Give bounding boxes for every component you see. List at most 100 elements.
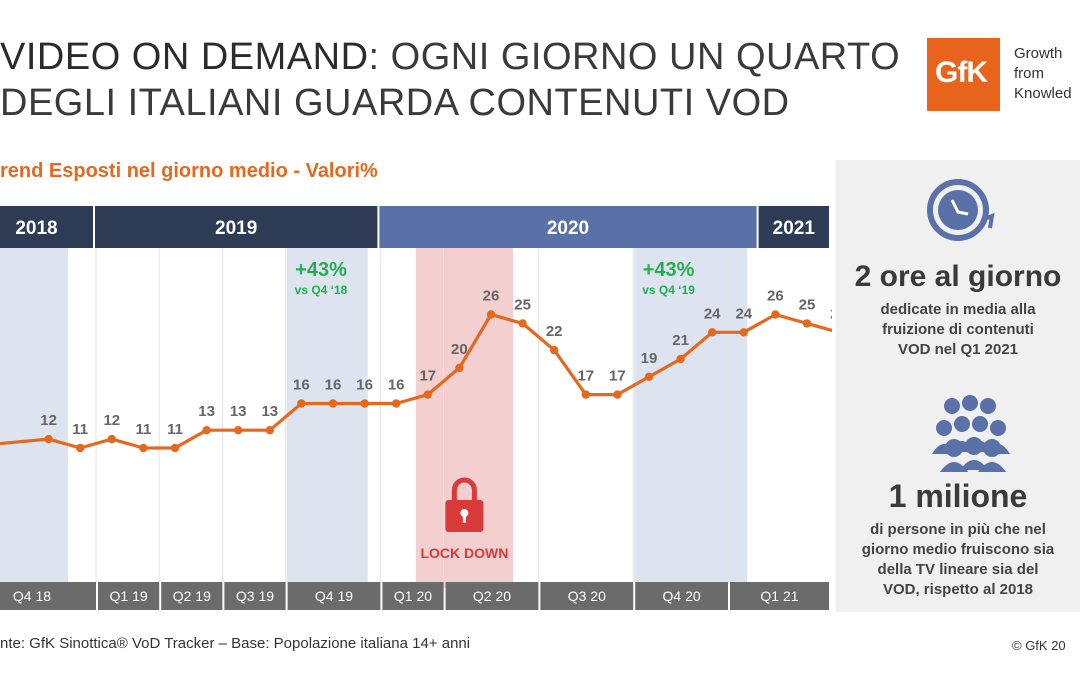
data-point — [423, 390, 432, 399]
stat-text-line: di persone in più che nel — [870, 521, 1046, 538]
data-label: 19 — [641, 350, 658, 367]
year-label: 2020 — [547, 218, 589, 239]
data-point — [455, 363, 464, 373]
quarter-cell — [0, 582, 96, 610]
quarter-cell — [540, 582, 634, 610]
year-label: 2018 — [15, 218, 57, 239]
highlight-band — [0, 248, 68, 582]
quarter-label: Q3 19 — [236, 588, 274, 604]
sidebar-panel: 2 ore al giorno dedicate in media alla f… — [836, 160, 1080, 612]
data-label: 25 — [799, 296, 816, 313]
year-header-2018 — [0, 206, 93, 248]
quarter-label: Q2 20 — [473, 588, 511, 604]
data-point — [392, 399, 401, 408]
data-label: 17 — [577, 368, 594, 385]
quarter-label: Q4 18 — [13, 588, 51, 604]
quarter-label: Q1 19 — [110, 588, 148, 604]
data-label: 11 — [167, 421, 183, 438]
people-group-icon — [932, 395, 1010, 472]
clock-icon — [927, 179, 995, 241]
lockdown-label: LOCK DOWN — [420, 545, 508, 561]
data-label: 17 — [609, 368, 626, 385]
data-label: 11 — [135, 421, 151, 438]
growth-annotation-sub: vs Q4 ‘19 — [642, 283, 695, 297]
data-point — [644, 372, 654, 381]
data-label: 11 — [72, 421, 88, 438]
chart-subtitle: rend Esposti nel giorno medio - Valori% — [0, 160, 378, 182]
year-label: 2019 — [215, 218, 257, 239]
year-header-2020 — [379, 206, 757, 248]
title-highlight: VIDEO ON DEMAND — [0, 36, 369, 78]
quarter-cell — [287, 582, 381, 610]
quarter-label: Q4 20 — [663, 588, 701, 604]
tagline-line: from — [1014, 65, 1044, 82]
data-point — [360, 399, 369, 408]
data-point — [550, 345, 559, 355]
data-point — [802, 319, 812, 328]
data-label: 13 — [230, 403, 247, 420]
data-label: 26 — [483, 288, 500, 305]
data-point — [170, 443, 180, 453]
data-label: 13 — [198, 403, 215, 420]
growth-annotation-sub: vs Q4 ‘18 — [295, 283, 348, 297]
quarter-label: Q1 21 — [760, 588, 798, 604]
data-point — [107, 434, 117, 444]
quarter-cell — [98, 582, 160, 610]
data-label: 16 — [293, 377, 310, 394]
data-label: 16 — [388, 377, 405, 394]
data-label: 12 — [40, 412, 57, 429]
title-line1-rest: : OGNI GIORNO UN QUARTO — [368, 36, 901, 78]
trend-chart: 2018 2019 2020 2021 Q4 18 Q1 19 Q2 19 Q3 19 Q4 1… — [0, 206, 832, 610]
data-point — [581, 390, 590, 399]
data-point — [139, 443, 148, 453]
growth-annotation: +43% — [295, 259, 347, 281]
data-point — [613, 390, 622, 399]
stat-text-line: VOD, rispetto al 2018 — [882, 581, 1034, 598]
quarter-label: Q4 19 — [315, 588, 353, 604]
data-point — [265, 426, 274, 435]
data-label: 24 — [830, 305, 832, 322]
data-point — [76, 443, 85, 453]
data-point — [328, 399, 338, 408]
data-point — [234, 426, 243, 435]
stat-text-line: VOD nel Q1 2021 — [897, 341, 1019, 358]
data-point — [486, 310, 496, 319]
data-point — [297, 399, 306, 408]
gfk-logo: GfK — [927, 38, 1000, 111]
data-point — [771, 310, 780, 319]
stat-text-line: giorno medio fruiscono sia — [861, 541, 1055, 558]
quarter-cell — [224, 582, 286, 610]
year-header-2019 — [95, 206, 378, 248]
quarter-cell — [730, 582, 829, 610]
data-label: 13 — [261, 403, 278, 420]
stat-text-line: della TV lineare sia del — [877, 561, 1039, 578]
stat-people-text: di persone in più che nel giorno medio f… — [836, 520, 1080, 600]
source-note: nte: GfK Sinottica® VoD Tracker – Base: … — [0, 635, 471, 652]
logo-tagline: Growth from Knowled — [1014, 44, 1080, 104]
data-label: 16 — [325, 377, 342, 394]
tagline-line: Growth — [1014, 45, 1063, 62]
stat-text-line: fruizione di contenuti — [882, 321, 1034, 338]
stat-text-line: dedicate in media alla — [880, 301, 1036, 318]
quarter-cell — [445, 582, 539, 610]
growth-annotation: +43% — [643, 259, 695, 281]
quarter-label: Q2 19 — [173, 588, 211, 604]
title-line2: DEGLI ITALIANI GUARDA CONTENUTI VOD — [0, 82, 790, 124]
page-title: VIDEO ON DEMAND: OGNI GIORNO UN QUARTO D… — [0, 34, 900, 126]
data-point — [708, 328, 717, 337]
data-point — [518, 319, 527, 328]
data-point — [202, 426, 211, 435]
year-label: 2021 — [773, 218, 816, 239]
data-label: 24 — [735, 305, 752, 322]
data-label: 24 — [704, 305, 721, 322]
copyright: © GfK 20 — [1012, 638, 1066, 653]
year-header-2021 — [758, 206, 829, 248]
highlight-band — [634, 248, 747, 582]
data-label: 21 — [672, 332, 689, 349]
quarter-cell — [161, 582, 223, 610]
stat-hours-value: 2 ore al giorno — [854, 260, 1062, 293]
data-point — [676, 354, 685, 364]
quarter-label: Q1 20 — [394, 588, 432, 604]
data-label: 16 — [356, 377, 373, 394]
data-point — [44, 434, 53, 444]
